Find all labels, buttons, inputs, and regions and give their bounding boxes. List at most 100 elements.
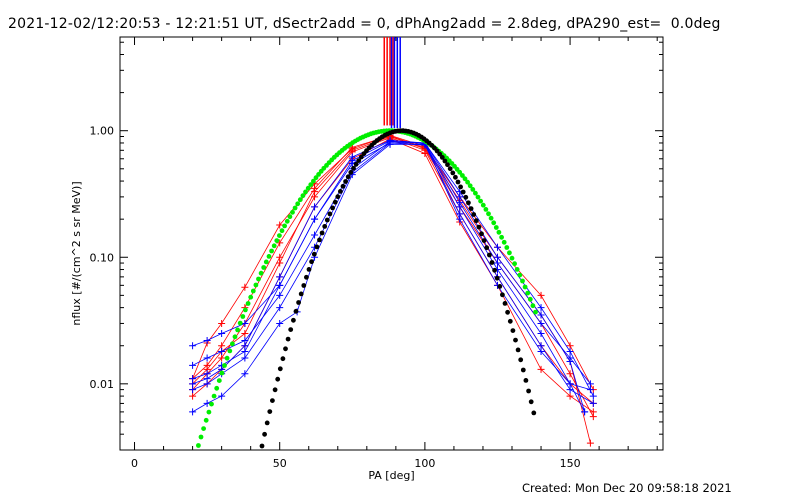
data-point <box>566 354 574 362</box>
fit-point <box>256 276 261 282</box>
series-line <box>192 138 594 413</box>
data-point <box>276 291 284 299</box>
fit-point <box>283 346 288 352</box>
fit-point <box>484 245 490 251</box>
fit-point <box>348 170 354 175</box>
fit-point <box>198 434 204 440</box>
fit-point <box>263 259 269 265</box>
fit-curves-layer <box>196 128 538 449</box>
fit-point <box>512 261 517 267</box>
series-line <box>192 140 594 397</box>
fit-point <box>478 198 483 204</box>
x-tick-label: 100 <box>414 457 435 470</box>
data-point <box>586 439 594 447</box>
fit-point <box>473 218 479 224</box>
axis-ticks <box>120 37 663 451</box>
data-point <box>276 221 284 229</box>
data-point <box>203 354 211 362</box>
fit-point <box>284 218 290 224</box>
y-tick-label: 1.00 <box>90 125 115 138</box>
fit-point <box>487 252 492 258</box>
fit-point <box>292 205 298 211</box>
fit-point <box>500 292 505 298</box>
fit-point <box>297 197 303 203</box>
fit-point <box>209 401 214 407</box>
fit-point <box>501 239 507 245</box>
fit-point <box>298 291 304 297</box>
data-point <box>241 354 249 362</box>
data-point <box>589 399 597 407</box>
data-point <box>537 319 545 327</box>
fit-point <box>520 367 526 373</box>
x-tick-label: 150 <box>560 457 581 470</box>
fit-point <box>235 327 241 333</box>
fit-point <box>279 228 285 234</box>
fit-point <box>466 200 471 206</box>
data-point <box>566 380 574 388</box>
data-point <box>189 342 197 350</box>
data-point <box>218 348 226 356</box>
data-point <box>218 392 226 400</box>
fit-point <box>351 165 356 171</box>
fit-point <box>462 176 468 182</box>
y-tick-label: 0.01 <box>90 378 115 391</box>
y-axis-label: nflux [#/(cm^2 s sr MeV)] <box>70 181 83 325</box>
data-point <box>241 370 249 378</box>
data-point <box>456 199 464 207</box>
fit-point <box>480 202 486 208</box>
data-point <box>203 375 211 383</box>
data-point <box>241 342 249 350</box>
fit-point <box>313 175 319 181</box>
fit-point <box>510 328 516 333</box>
tick-labels: 0 50 100 150 0.01 0.10 1.00 <box>90 125 581 470</box>
fit-point <box>528 399 534 405</box>
fit-point <box>505 309 510 315</box>
fit-point <box>219 370 225 376</box>
fit-point <box>465 179 470 185</box>
fit-point <box>507 318 513 324</box>
data-point <box>537 329 545 337</box>
data-point <box>348 153 356 161</box>
fit-point <box>518 357 524 363</box>
x-tick-label: 0 <box>131 457 138 470</box>
data-point <box>493 259 501 267</box>
fit-point <box>237 320 243 326</box>
data-point <box>456 215 464 223</box>
data-point <box>189 408 197 416</box>
fit-point <box>493 225 499 230</box>
data-point <box>276 259 284 267</box>
fit-point <box>450 170 456 176</box>
fit-point <box>332 199 338 205</box>
fit-point <box>445 162 450 168</box>
fit-point <box>264 420 270 426</box>
fit-point <box>196 443 201 448</box>
fit-point <box>514 267 520 272</box>
fit-point <box>489 260 495 265</box>
fit-point <box>291 317 296 323</box>
fit-point <box>248 294 254 300</box>
fit-point <box>214 385 220 391</box>
data-point <box>311 203 319 211</box>
fit-point <box>224 355 230 361</box>
fit-point <box>293 308 299 314</box>
fit-point <box>240 314 246 319</box>
fit-point <box>301 283 307 288</box>
fit-point <box>262 431 267 437</box>
fit-point <box>502 301 508 306</box>
data-point <box>566 348 574 356</box>
data-point <box>218 319 226 327</box>
fit-point <box>343 179 348 184</box>
fit-point <box>439 155 445 160</box>
data-point <box>311 215 319 223</box>
fit-point <box>458 184 463 190</box>
data-point <box>493 243 501 251</box>
fit-point <box>206 409 212 415</box>
fit-point <box>533 309 538 315</box>
fit-point <box>203 417 209 423</box>
fit-point <box>525 290 531 296</box>
data-point <box>537 348 545 356</box>
series-line <box>192 137 594 404</box>
fit-point <box>277 366 283 372</box>
fit-point <box>317 237 322 243</box>
